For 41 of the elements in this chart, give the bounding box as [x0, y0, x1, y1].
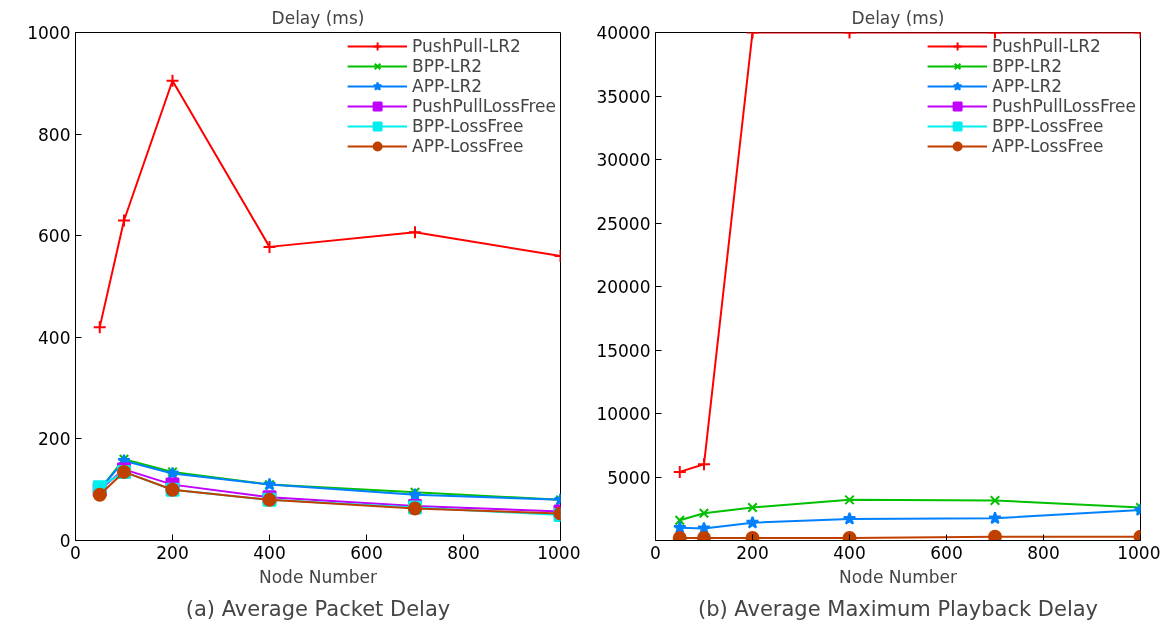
legend-label: APP-LR2 [412, 76, 483, 96]
legend-label: BPP-LossFree [412, 116, 524, 136]
text: (b) Average Maximum Playback Delay [697, 596, 1099, 621]
x-tick-label: 400 [833, 542, 866, 563]
y-tick-label: 30000 [596, 150, 651, 170]
y-tick-label: 10000 [596, 404, 651, 424]
y-tick-label: 35000 [596, 86, 651, 107]
legend-label: PushPull-LR2 [992, 36, 1101, 56]
x-tick-label: 600 [930, 542, 963, 563]
legend-label: BPP-LR2 [412, 56, 483, 76]
y-tick-label: 400 [38, 327, 71, 348]
y-tick-label: 200 [38, 429, 71, 450]
x-tick-label: 200 [156, 542, 189, 563]
text: (a) Average Packet Delay [185, 596, 451, 621]
x-tick-label: 600 [350, 542, 383, 563]
y-tick-label: 1000 [27, 23, 71, 43]
legend-label: PushPullLossFree [992, 96, 1136, 116]
x-tick-label: 200 [736, 542, 769, 563]
legend-label: BPP-LR2 [992, 56, 1063, 76]
legend-label: BPP-LossFree [992, 116, 1104, 136]
legend-label: PushPullLossFree [412, 96, 556, 116]
x-tick-label: 1000 [537, 542, 581, 563]
x-axis-title: Node Number [838, 566, 958, 587]
y-tick-label: 600 [38, 226, 71, 247]
y-tick-label: 800 [38, 124, 71, 145]
legend-label: PushPull-LR2 [412, 36, 521, 56]
y-tick-label: 15000 [596, 340, 651, 361]
x-tick-label: 400 [253, 542, 286, 563]
y-axis-title: Delay (ms) [851, 7, 945, 28]
y-tick-label: 5000 [607, 467, 651, 488]
x-tick-label: 800 [1027, 542, 1060, 563]
x-tick-label: 800 [447, 542, 480, 563]
legend-label: APP-LossFree [992, 136, 1104, 156]
legend-label: APP-LR2 [992, 76, 1063, 96]
y-tick-label: 25000 [596, 213, 651, 234]
y-tick-label: 20000 [596, 277, 651, 297]
y-axis-title: Delay (ms) [271, 7, 365, 28]
legend-label: APP-LossFree [412, 136, 524, 156]
y-tick-label: 40000 [596, 23, 651, 43]
x-axis-title: Node Number [258, 566, 378, 587]
x-tick-label: 1000 [1117, 542, 1161, 563]
